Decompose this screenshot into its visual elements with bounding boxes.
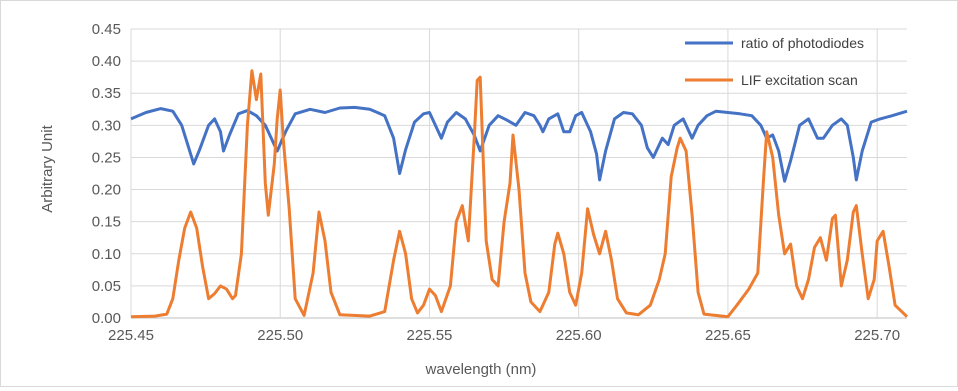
legend-label-lif: LIF excitation scan xyxy=(741,72,858,88)
x-tick-label: 225.60 xyxy=(556,327,602,344)
series-lines xyxy=(130,69,909,319)
x-tick-label: 225.70 xyxy=(854,327,900,344)
y-tick-label: 0.20 xyxy=(92,182,121,199)
y-tick-label: 0.35 xyxy=(92,85,121,102)
y-axis-ticks: 0.00 0.05 0.10 0.15 0.20 0.25 0.30 0.35 0.40 0.45 xyxy=(92,21,121,327)
x-tick-label: 225.55 xyxy=(407,327,453,344)
series-line-lif xyxy=(130,69,909,319)
y-tick-label: 0.40 xyxy=(92,53,121,70)
legend-label-ratio: ratio of photodiodes xyxy=(741,35,864,51)
x-axis-ticks: 225.45 225.50 225.55 225.60 225.65 225.70 xyxy=(108,327,900,344)
y-tick-label: 0.05 xyxy=(92,278,121,295)
y-axis-title: Arbitrary Unit xyxy=(39,124,56,212)
y-tick-label: 0.00 xyxy=(92,310,121,327)
x-tick-label: 225.45 xyxy=(108,327,154,344)
y-tick-label: 0.30 xyxy=(92,117,121,134)
legend: ratio of photodiodes LIF excitation scan xyxy=(685,35,864,88)
x-axis-title: wavelength (nm) xyxy=(425,361,537,378)
y-tick-label: 0.45 xyxy=(92,21,121,38)
y-tick-label: 0.10 xyxy=(92,246,121,263)
x-tick-label: 225.65 xyxy=(705,327,751,344)
y-tick-label: 0.25 xyxy=(92,149,121,166)
y-tick-label: 0.15 xyxy=(92,214,121,231)
x-tick-label: 225.50 xyxy=(257,327,303,344)
